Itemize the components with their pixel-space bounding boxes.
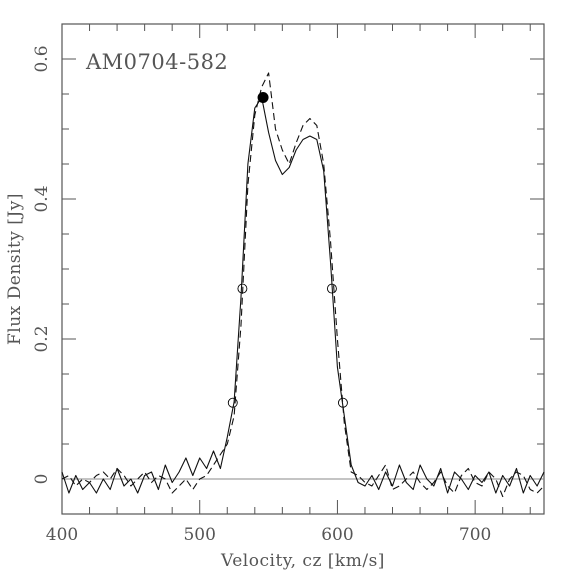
chart-title: AM0704-582 [85,50,228,74]
width-marker [337,397,348,408]
y-tick-label: 0.6 [32,45,52,72]
y-tick-label: 0.2 [32,325,52,352]
x-tick-label: 400 [46,525,78,545]
series-line-solid [61,96,545,494]
x-axis-label: Velocity, cz [km/s] [220,551,385,571]
width-marker [326,283,337,294]
x-tick-label: 700 [459,525,491,545]
plot-frame [61,23,545,515]
series-layer [61,72,545,498]
y-tick-label: 0.4 [32,185,52,212]
marker-layer [227,92,348,408]
x-tick-label: 600 [321,525,353,545]
axis-ticks [61,23,544,515]
peak-marker [257,92,269,103]
y-tick-label: 0 [32,474,52,485]
width-marker [227,397,238,408]
series-line-dashed [61,72,545,498]
y-axis-label: Flux Density [Jy] [5,193,25,345]
x-tick-label: 500 [183,525,215,545]
tick-labels: 400 500 600 700 0 0.2 0.4 0.6 [32,45,491,545]
width-marker [237,283,248,294]
